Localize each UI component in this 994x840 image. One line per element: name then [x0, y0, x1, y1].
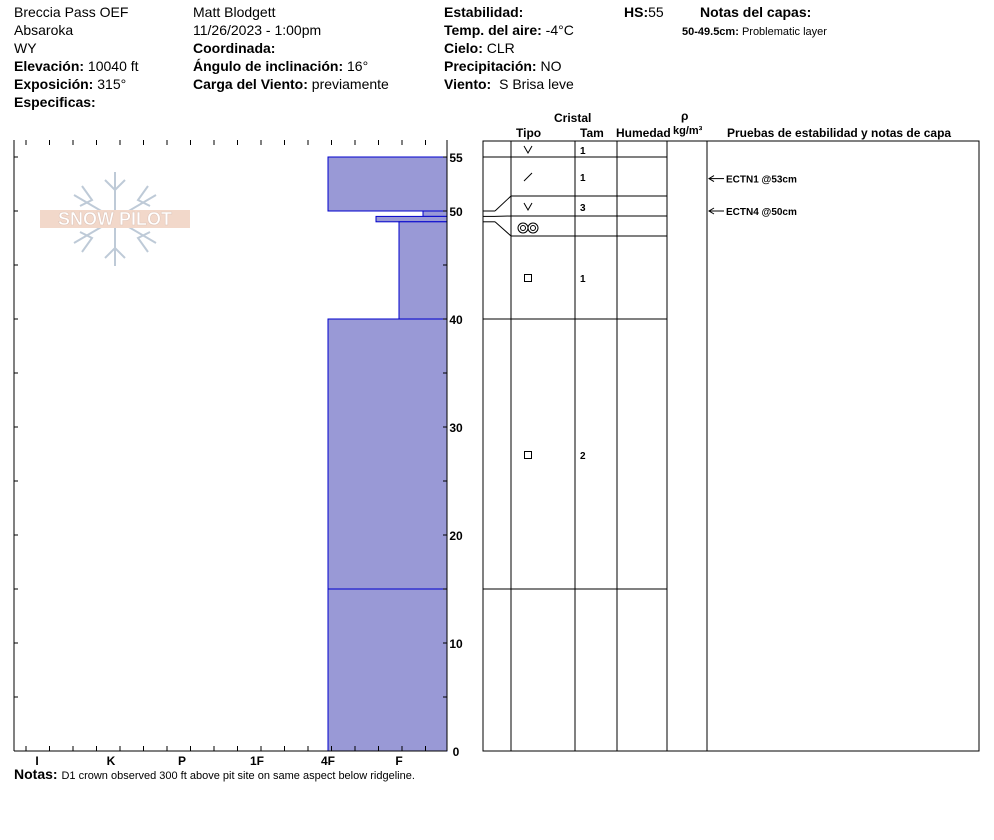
hs-label: HS: — [624, 4, 649, 20]
observation-datetime: 11/26/2023 - 1:00pm — [193, 22, 322, 38]
y-tick-label: 20 — [449, 529, 463, 543]
y-tick-label: 30 — [449, 421, 463, 435]
hardness-bar — [327, 588, 448, 752]
precip-value: NO — [540, 58, 562, 74]
slope-field: Ángulo de inclinación: 16° — [193, 58, 368, 74]
layer-notes-label: Notas del capas: — [700, 4, 812, 20]
tests-header: Pruebas de estabilidad y notas de capa — [727, 126, 952, 140]
sky-value: CLR — [486, 40, 515, 56]
slope-label: Ángulo de inclinación: — [193, 58, 344, 74]
y-tick-label: 40 — [449, 313, 463, 327]
layer-note: 50-49.5cm: Problematic layer — [682, 24, 827, 40]
snowpilot-logo: SNOW PILOT — [40, 172, 190, 266]
grain-size: 3 — [580, 203, 586, 214]
moisture-header: Humedad — [616, 126, 671, 140]
hardness-label: P — [178, 754, 186, 768]
y-tick-label: 50 — [449, 205, 463, 219]
density-unit-header: kg/m³ — [673, 125, 703, 137]
hardness-label: K — [107, 754, 116, 768]
hardness-label: 4F — [321, 754, 335, 768]
hardness-bar — [398, 221, 448, 320]
aspect-value: 315° — [97, 76, 127, 92]
grain-table: 1 1 3 1 2 — [482, 140, 980, 752]
elevation-label: Elevación: — [14, 58, 85, 74]
hs-value: 55 — [648, 4, 664, 20]
layer-note-range: 50-49.5cm: — [682, 26, 739, 38]
y-tick-label: 10 — [449, 637, 463, 651]
wind-loading-field: Carga del Viento: previamente — [193, 76, 389, 92]
notes-label: Notas: — [14, 766, 58, 782]
connector-line — [494, 195, 512, 212]
hardness-bar — [327, 156, 448, 212]
grain-table-frame — [482, 140, 980, 752]
notes-text: D1 crown observed 300 ft above pit site … — [61, 770, 415, 782]
grain-melt-forms-icon — [517, 222, 539, 234]
wind-value: S Brisa leve — [499, 76, 574, 92]
sky-field: Cielo: CLR — [444, 40, 515, 56]
rho-header: ρ — [681, 109, 689, 123]
hardness-bar — [422, 210, 448, 217]
wind-field: Viento: S Brisa leve — [444, 76, 574, 92]
type-header: Tipo — [516, 126, 542, 140]
size-header: Tam — [580, 126, 604, 140]
hardness-label: 1F — [250, 754, 264, 768]
air-temp-label: Temp. del aire: — [444, 22, 542, 38]
wind-loading-label: Carga del Viento: — [193, 76, 308, 92]
grain-depth-hoar-icon — [523, 202, 533, 212]
grain-faceted-icon — [524, 451, 532, 459]
hardness-bar — [327, 318, 448, 590]
layer-note-text: Problematic layer — [741, 26, 827, 38]
observer-name: Matt Blodgett — [193, 4, 276, 20]
stability-tests: ECTN1 @53cm ECTN4 @50cm — [708, 175, 797, 218]
aspect-label: Exposición: — [14, 76, 94, 92]
y-tick-label: 55 — [449, 151, 463, 165]
notes-field: Notas: D1 crown observed 300 ft above pi… — [14, 766, 415, 784]
grain-faceted-icon — [524, 274, 532, 282]
hardness-label: F — [395, 754, 402, 768]
precip-label: Precipitación: — [444, 58, 537, 74]
logo-text: SNOW PILOT — [58, 209, 172, 229]
grain-size: 1 — [580, 274, 586, 285]
aspect-field: Exposición: 315° — [14, 76, 126, 92]
location-name: Breccia Pass OEF — [14, 4, 129, 20]
coordinate-label: Coordinada: — [193, 40, 276, 56]
air-temp-value: -4°C — [545, 22, 574, 38]
hs-field: HS:55 — [624, 4, 664, 20]
precip-field: Precipitación: NO — [444, 58, 561, 74]
connector-line — [494, 221, 512, 237]
test-label: ECTN1 @53cm — [726, 175, 797, 186]
test-arrow-head — [708, 175, 715, 183]
sky-label: Cielo: — [444, 40, 483, 56]
grain-size: 2 — [580, 451, 586, 462]
crystal-header: Cristal — [554, 111, 592, 125]
grain-depth-hoar-icon — [523, 145, 533, 155]
wind-loading-value: previamente — [311, 76, 389, 92]
hardness-profile — [327, 156, 448, 752]
specifics-label: Especificas: — [14, 94, 96, 110]
hardness-label: I — [35, 754, 38, 768]
state: WY — [14, 40, 37, 56]
grain-faceted-icon — [523, 172, 533, 182]
elevation-value: 10040 ft — [87, 58, 139, 74]
hardness-bar — [375, 215, 448, 223]
wind-label: Viento: — [444, 76, 492, 92]
grain-size: 1 — [580, 173, 586, 184]
elevation-field: Elevación: 10040 ft — [14, 58, 139, 74]
test-arrow-head — [708, 207, 715, 215]
chart-axes: 55 50 40 30 20 10 0 I K P 1F 4F F — [13, 140, 463, 768]
test-label: ECTN4 @50cm — [726, 207, 797, 218]
stability-label: Estabilidad: — [444, 4, 524, 20]
air-temp-field: Temp. del aire: -4°C — [444, 22, 574, 38]
grain-size: 1 — [580, 146, 586, 157]
mountain-range: Absaroka — [14, 22, 74, 38]
y-tick-label: 0 — [453, 745, 460, 759]
slope-value: 16° — [347, 58, 369, 74]
